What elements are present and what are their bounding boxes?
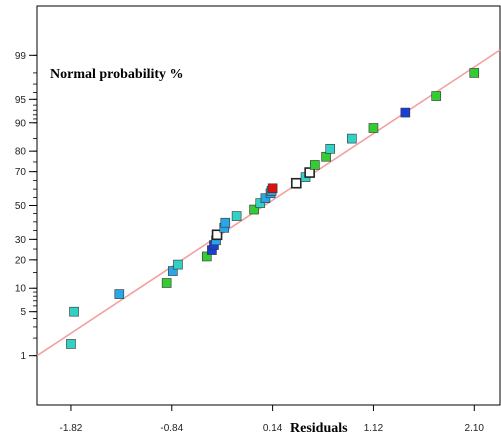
data-point (304, 167, 315, 178)
y-tick-label: 5 (20, 307, 26, 318)
data-point (249, 204, 259, 215)
data-point (231, 211, 242, 221)
data-point (161, 278, 172, 288)
data-point (211, 229, 223, 241)
x-axis-title: Residuals (290, 421, 348, 436)
data-point (325, 144, 336, 154)
data-point (201, 251, 212, 262)
data-point (431, 91, 442, 101)
y-tick-label: 30 (15, 235, 27, 246)
data-point (168, 266, 178, 276)
x-tick-label: -0.84 (160, 423, 183, 434)
data-point (368, 123, 379, 133)
data-points (66, 68, 480, 349)
y-tick-label: 95 (15, 95, 27, 106)
data-point (469, 68, 480, 78)
y-tick-label: 20 (15, 255, 27, 266)
y-tick-label: 1 (20, 351, 26, 362)
y-tick-label: 99 (15, 51, 27, 62)
x-axis: -1.82 -0.84 0.14 1.12 2.10 (60, 405, 485, 434)
x-tick-label: 1.12 (364, 423, 384, 434)
data-point (347, 133, 357, 144)
data-point (255, 198, 266, 208)
y-axis: 1 5 10 20 30 50 70 80 90 95 99 (15, 51, 37, 362)
x-tick-label: 2.10 (465, 423, 485, 434)
data-point (400, 107, 411, 118)
y-tick-label: 70 (15, 167, 27, 178)
data-point (260, 193, 271, 204)
data-point (290, 177, 302, 189)
y-tick-label: 10 (15, 284, 27, 295)
data-point (69, 306, 79, 317)
x-tick-label: 0.14 (263, 423, 283, 434)
data-point (267, 183, 278, 194)
y-tick-label: 80 (15, 147, 27, 158)
data-point (66, 339, 76, 349)
y-tick-label: 50 (15, 201, 27, 212)
x-tick-label: -1.82 (60, 423, 83, 434)
y-tick-label: 90 (15, 118, 27, 129)
y-axis-title: Normal probability % (50, 67, 184, 82)
plot-frame (36, 5, 501, 406)
data-point (220, 217, 231, 228)
data-point (173, 259, 183, 270)
data-point (114, 289, 125, 299)
data-point (309, 160, 320, 170)
